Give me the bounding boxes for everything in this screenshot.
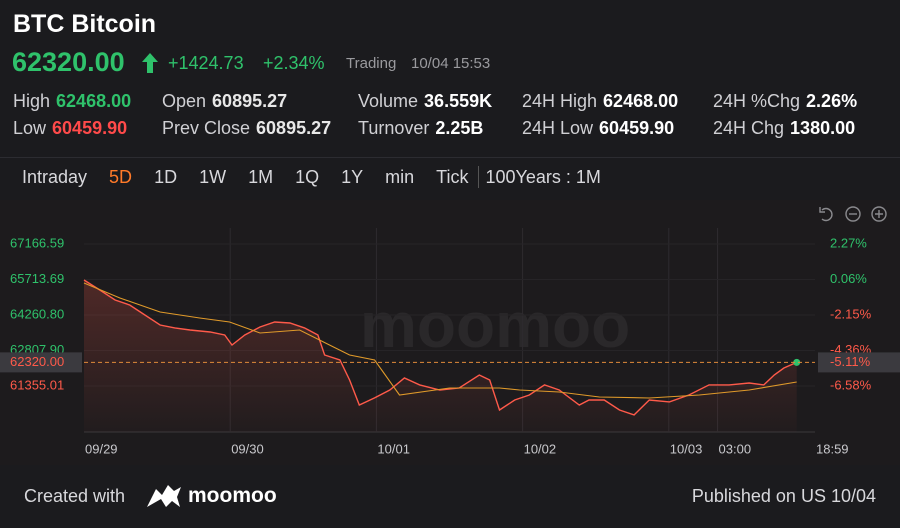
stat: Volume 36.559K: [358, 91, 492, 112]
footer-created: Created with: [24, 486, 126, 506]
stat: Low 60459.90: [13, 118, 127, 139]
reset-button[interactable]: [819, 207, 833, 222]
stat-value: 60895.27: [212, 91, 288, 111]
title: BTC Bitcoin: [13, 10, 157, 38]
tab[interactable]: 1W: [199, 167, 227, 187]
change-pct: +2.34%: [263, 53, 325, 73]
stat-label: Volume: [358, 91, 419, 111]
y-tick-label: 61355.01: [10, 377, 64, 392]
tab[interactable]: 1Y: [341, 167, 364, 187]
y2-tick-label: 2.27%: [830, 235, 867, 250]
last-change-box: [818, 352, 900, 373]
stat-value: 60895.27: [256, 118, 332, 138]
tab[interactable]: 1M: [248, 167, 274, 187]
watermark: moomoo: [360, 289, 630, 361]
y2-tick-label: -6.58%: [830, 377, 872, 392]
tab[interactable]: 1Q: [295, 167, 320, 187]
y-tick-label: 67166.59: [10, 235, 64, 250]
stat-value: 1380.00: [790, 118, 856, 138]
tab[interactable]: Tick: [436, 167, 469, 187]
last-price-box: [0, 352, 82, 373]
stat: Open 60895.27: [162, 91, 287, 112]
stat-label: Low: [13, 118, 47, 138]
price: 62320.00: [12, 47, 125, 77]
x-tick-label: 10/01: [377, 441, 410, 456]
stat: Prev Close 60895.27: [162, 118, 331, 139]
y2-tick-label: 0.06%: [830, 271, 867, 286]
tab[interactable]: min: [385, 167, 415, 187]
x-tick-label: 03:00: [719, 441, 752, 456]
x-tick-label: 09/30: [231, 441, 264, 456]
x-tick-label: 09/29: [85, 441, 118, 456]
footer-published: Published on US 10/04: [691, 486, 876, 506]
zoom-in-button[interactable]: [871, 206, 887, 222]
divider: [0, 157, 900, 158]
y-tick-label: 64260.80: [10, 306, 64, 321]
stat-value: 60459.90: [52, 118, 128, 138]
stat-label: 24H High: [522, 91, 598, 111]
price-area: [84, 280, 797, 432]
time: 10/04 15:53: [411, 55, 491, 72]
x-tick-label: 10/03: [670, 441, 703, 456]
tab[interactable]: 5D: [109, 167, 133, 187]
price-line: [83, 279, 797, 416]
brand-logo: [147, 485, 181, 507]
stat-label: 24H Low: [522, 118, 594, 138]
stat: 24H %Chg 2.26%: [713, 91, 857, 112]
stat-label: Turnover: [358, 118, 430, 138]
y2-tick-label: -2.15%: [830, 306, 872, 321]
stat: High 62468.00: [13, 91, 131, 112]
x-tick-label: 10/02: [524, 441, 557, 456]
stat: 24H Low 60459.90: [522, 118, 674, 139]
stat-value: 62468.00: [603, 91, 679, 111]
stat: 24H High 62468.00: [522, 91, 678, 112]
up-arrow: [142, 53, 158, 73]
last-point: [793, 358, 801, 366]
stat-label: 24H Chg: [713, 118, 785, 138]
y-tick-label: 65713.69: [10, 271, 64, 286]
tabs: Intraday 5D 1D 1W 1M 1Q 1Y min Tick 100Years : 1M: [22, 166, 601, 188]
zoom-out-button[interactable]: [845, 206, 861, 222]
stat-label: 24H %Chg: [713, 91, 801, 111]
last-price-label: 62320.00: [10, 354, 64, 369]
stat-value: 2.25B: [435, 118, 484, 138]
stat: Turnover 2.25B: [358, 118, 483, 139]
chart-controls[interactable]: [819, 206, 887, 222]
last-change-label: -5.11%: [830, 354, 871, 369]
stat-label: Prev Close: [162, 118, 251, 138]
tab[interactable]: 100Years : 1M: [478, 166, 601, 188]
stat-value: 60459.90: [599, 118, 675, 138]
status: Trading: [346, 55, 397, 72]
change: +1424.73: [168, 53, 244, 73]
footer-brand: moomoo: [188, 484, 277, 507]
stat-value: 62468.00: [56, 91, 132, 111]
tab[interactable]: Intraday: [22, 167, 88, 187]
stat-label: Open: [162, 91, 207, 111]
stat-label: High: [13, 91, 51, 111]
x-tick-label: 18:59: [816, 441, 849, 456]
stat: 24H Chg 1380.00: [713, 118, 855, 139]
stat-value: 2.26%: [806, 91, 858, 111]
stat-value: 36.559K: [424, 91, 493, 111]
tab[interactable]: 1D: [154, 167, 178, 187]
average-line: [83, 282, 797, 399]
